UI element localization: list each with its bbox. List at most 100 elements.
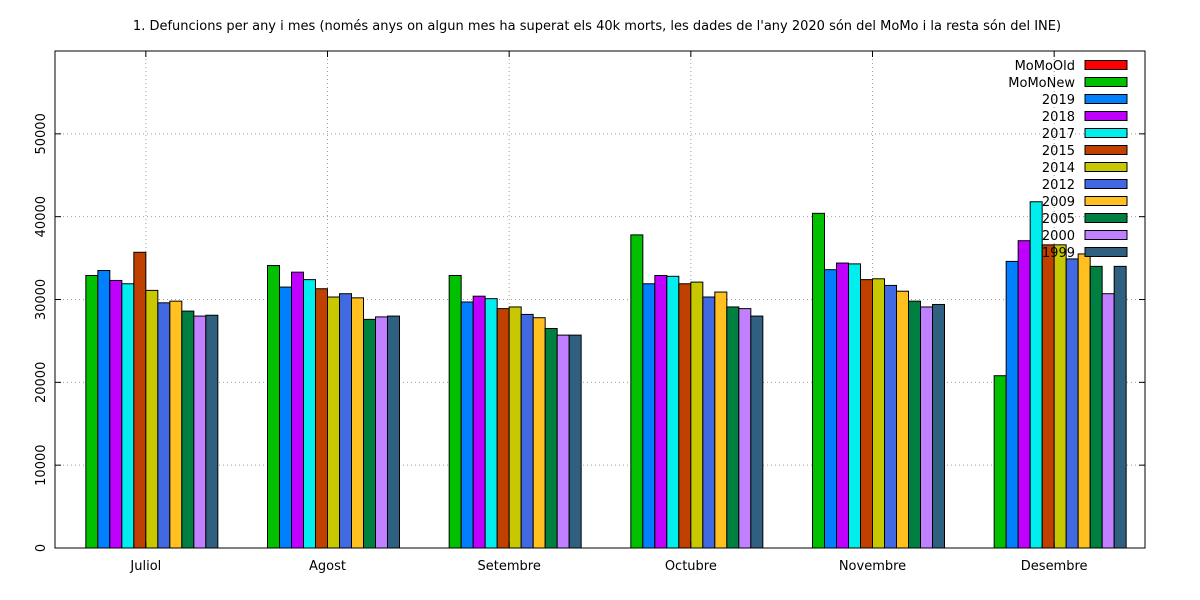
bars: [85, 201, 1127, 549]
bar-2018-agost: [291, 271, 304, 549]
bar-1999-setembre: [568, 334, 582, 549]
bar-2000-novembre: [920, 306, 933, 549]
bar-momonew-octubre: [630, 234, 644, 549]
bar-2019-agost: [279, 286, 292, 549]
legend-swatch: [1084, 60, 1128, 70]
x-tick-label: Desembre: [1021, 559, 1088, 574]
bar-2005-agost: [363, 318, 376, 549]
bar-2014-agost: [327, 296, 340, 549]
bar-2012-setembre: [520, 313, 534, 549]
bar-2000-octubre: [738, 308, 752, 549]
legend-swatch: [1084, 94, 1128, 104]
y-tick-label: 50000: [34, 113, 49, 154]
bar-2014-juliol: [145, 289, 159, 549]
bar-2015-agost: [315, 288, 328, 549]
y-tick-label: 30000: [34, 279, 49, 320]
bar-2015-desembre: [1041, 244, 1055, 549]
bar-2017-juliol: [121, 283, 135, 549]
bar-2012-agost: [339, 293, 352, 549]
bar-2018-novembre: [836, 262, 849, 549]
bar-2017-desembre: [1029, 201, 1043, 549]
x-tick-label: Agost: [309, 559, 346, 574]
bar-momonew-agost: [267, 265, 280, 549]
bar-2005-novembre: [908, 300, 921, 549]
bar-2019-setembre: [460, 301, 474, 549]
bar-2005-juliol: [181, 310, 195, 549]
bar-2019-desembre: [1005, 260, 1019, 549]
bar-1999-octubre: [750, 315, 764, 549]
legend-swatch: [1084, 162, 1128, 172]
bar-2018-octubre: [654, 274, 668, 549]
x-tick-label: Setembre: [478, 559, 541, 574]
x-tick-label: Juliol: [129, 559, 161, 574]
bar-2019-juliol: [97, 270, 111, 549]
legend-label: 2014: [1042, 161, 1075, 176]
y-tick-label: 20000: [34, 362, 49, 403]
x-tick-label: Octubre: [665, 559, 717, 574]
bar-2009-setembre: [532, 317, 546, 549]
y-tick-label: 10000: [34, 444, 49, 485]
bar-2000-setembre: [556, 334, 570, 549]
y-tick-label: 40000: [34, 196, 49, 237]
bar-2015-octubre: [678, 283, 692, 549]
legend-swatch: [1084, 128, 1128, 138]
bar-2019-novembre: [824, 269, 837, 549]
legend-swatch: [1084, 145, 1128, 155]
legend-label: 2005: [1042, 212, 1075, 227]
bar-momonew-desembre: [993, 375, 1007, 549]
legend-label: 2019: [1042, 93, 1075, 108]
bar-2000-desembre: [1101, 293, 1115, 549]
bar-2009-novembre: [896, 290, 909, 549]
bar-2014-desembre: [1053, 244, 1067, 549]
x-tick-label: Novembre: [839, 559, 906, 574]
legend-swatch: [1084, 196, 1128, 206]
bar-momonew-juliol: [85, 274, 99, 549]
legend: MoMoOld MoMoNew 2019 2018 2017 2015 2014 2012 20…: [1008, 59, 1128, 261]
bar-2000-agost: [375, 316, 388, 549]
legend-label: 1999: [1042, 246, 1075, 261]
bar-1999-desembre: [1113, 265, 1127, 549]
bar-2017-setembre: [484, 298, 498, 549]
y-tick-label: 0: [34, 544, 49, 552]
bar-2005-desembre: [1089, 265, 1103, 549]
bar-2009-octubre: [714, 291, 728, 549]
legend-swatch: [1084, 247, 1128, 257]
bar-2005-octubre: [726, 306, 740, 549]
legend-label: 2009: [1042, 195, 1075, 210]
legend-swatch: [1084, 179, 1128, 189]
bar-2012-octubre: [702, 296, 716, 549]
bar-2012-novembre: [884, 284, 897, 549]
bar-2017-novembre: [848, 263, 861, 549]
bar-1999-juliol: [205, 314, 219, 549]
bar-1999-novembre: [932, 303, 945, 549]
bar-2015-novembre: [860, 279, 873, 549]
bar-2018-setembre: [472, 295, 486, 549]
tick-labels: 0 10000 20000 30000 40000 50000 Juliol Agost Set…: [34, 51, 1145, 574]
legend-label: 2000: [1042, 229, 1075, 244]
legend-swatch: [1084, 111, 1128, 121]
chart-title: 1. Defuncions per any i mes (només anys …: [133, 19, 1061, 34]
legend-swatch: [1084, 213, 1128, 223]
bar-2015-setembre: [496, 308, 510, 549]
bar-2014-novembre: [872, 278, 885, 549]
bar-2017-agost: [303, 279, 316, 549]
bar-momonew-novembre: [812, 212, 825, 549]
legend-swatch: [1084, 230, 1128, 240]
legend-label: 2012: [1042, 178, 1075, 193]
bar-1999-agost: [387, 315, 400, 549]
bar-2017-octubre: [666, 275, 680, 549]
legend-label: MoMoOld: [1015, 59, 1075, 74]
bar-2015-juliol: [133, 251, 147, 549]
legend-label: MoMoNew: [1008, 76, 1075, 91]
grid-lines: [55, 51, 1145, 548]
bar-2018-desembre: [1017, 240, 1031, 549]
legend-label: 2018: [1042, 110, 1075, 125]
legend-label: 2017: [1042, 127, 1075, 142]
bar-2000-juliol: [193, 315, 207, 549]
bar-2012-desembre: [1065, 258, 1079, 549]
bar-2018-juliol: [109, 279, 123, 549]
bar-2009-juliol: [169, 300, 183, 549]
legend-swatch: [1084, 77, 1128, 87]
bar-2014-setembre: [508, 306, 522, 549]
